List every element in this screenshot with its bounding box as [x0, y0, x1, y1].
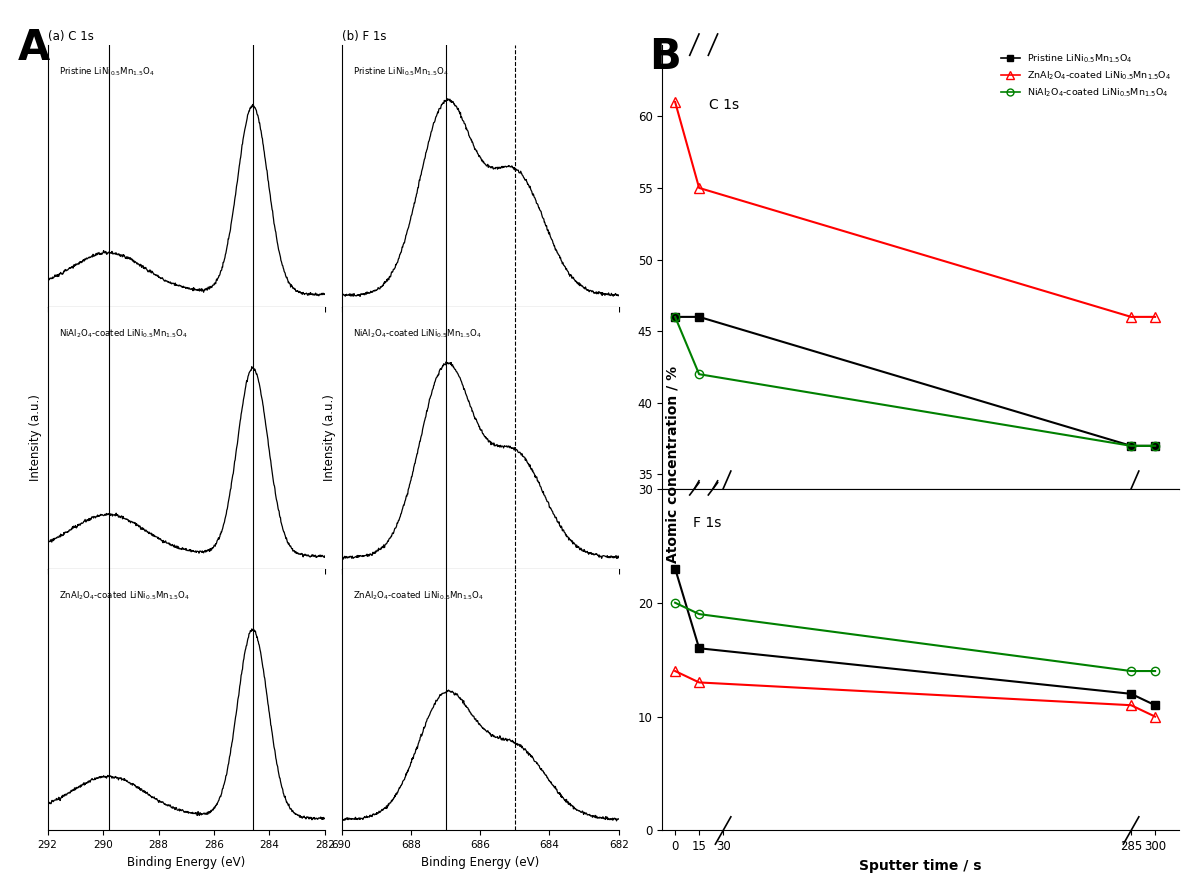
Text: NiAl$_2$O$_4$-coated LiNi$_{0.5}$Mn$_{1.5}$O$_4$: NiAl$_2$O$_4$-coated LiNi$_{0.5}$Mn$_{1.… — [58, 328, 187, 340]
Text: Pristine LiNi$_{0.5}$Mn$_{1.5}$O$_4$: Pristine LiNi$_{0.5}$Mn$_{1.5}$O$_4$ — [353, 65, 449, 78]
X-axis label: Binding Energy (eV): Binding Energy (eV) — [127, 855, 245, 869]
X-axis label: Binding Energy (eV): Binding Energy (eV) — [422, 855, 540, 869]
X-axis label: Sputter time / s: Sputter time / s — [860, 859, 981, 872]
Text: (a) C 1s: (a) C 1s — [48, 30, 94, 44]
Y-axis label: Intensity (a.u.): Intensity (a.u.) — [323, 394, 336, 481]
Y-axis label: Intensity (a.u.): Intensity (a.u.) — [29, 394, 42, 481]
Text: A: A — [18, 27, 50, 69]
Text: ZnAl$_2$O$_4$-coated LiNi$_{0.5}$Mn$_{1.5}$O$_4$: ZnAl$_2$O$_4$-coated LiNi$_{0.5}$Mn$_{1.… — [58, 589, 191, 602]
Text: B: B — [649, 36, 681, 78]
Text: C 1s: C 1s — [709, 98, 738, 112]
Text: Atomic concentration / %: Atomic concentration / % — [666, 366, 680, 563]
Text: ZnAl$_2$O$_4$-coated LiNi$_{0.5}$Mn$_{1.5}$O$_4$: ZnAl$_2$O$_4$-coated LiNi$_{0.5}$Mn$_{1.… — [353, 589, 484, 602]
Text: F 1s: F 1s — [693, 516, 722, 530]
Text: Pristine LiNi$_{0.5}$Mn$_{1.5}$O$_4$: Pristine LiNi$_{0.5}$Mn$_{1.5}$O$_4$ — [58, 65, 155, 78]
Text: NiAl$_2$O$_4$-coated LiNi$_{0.5}$Mn$_{1.5}$O$_4$: NiAl$_2$O$_4$-coated LiNi$_{0.5}$Mn$_{1.… — [353, 328, 481, 340]
Legend: Pristine LiNi$_{0.5}$Mn$_{1.5}$O$_4$, ZnAl$_2$O$_4$-coated LiNi$_{0.5}$Mn$_{1.5}: Pristine LiNi$_{0.5}$Mn$_{1.5}$O$_4$, Zn… — [998, 49, 1174, 102]
Text: (b) F 1s: (b) F 1s — [342, 30, 386, 44]
